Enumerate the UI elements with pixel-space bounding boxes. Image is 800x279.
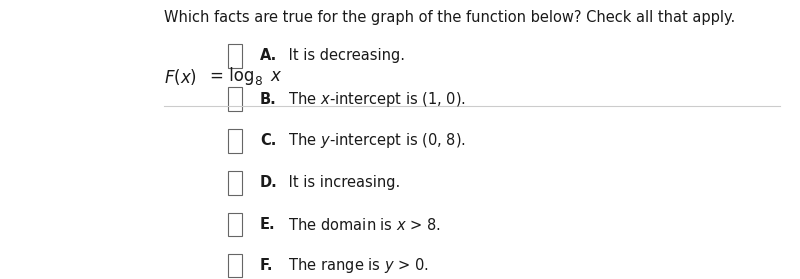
Bar [228, 171, 242, 195]
Bar [228, 87, 242, 111]
Bar [228, 213, 242, 237]
Text: C.: C. [260, 133, 276, 148]
Text: D.: D. [260, 175, 278, 190]
Text: B.: B. [260, 92, 277, 107]
Text: It is increasing.: It is increasing. [284, 175, 400, 190]
Text: It is decreasing.: It is decreasing. [284, 48, 405, 63]
Text: Which facts are true for the graph of the function below? Check all that apply.: Which facts are true for the graph of th… [164, 10, 735, 25]
Bar [228, 254, 242, 277]
Bar [228, 129, 242, 153]
Text: The range is $y$ > 0.: The range is $y$ > 0. [284, 256, 429, 275]
Text: A.: A. [260, 48, 278, 63]
Text: The $x$-intercept is (1, 0).: The $x$-intercept is (1, 0). [284, 90, 466, 109]
Text: E.: E. [260, 217, 276, 232]
Text: $F(x)$: $F(x)$ [164, 67, 197, 87]
Text: The $y$-intercept is (0, 8).: The $y$-intercept is (0, 8). [284, 131, 466, 150]
Text: $x$: $x$ [265, 67, 282, 85]
Text: 8: 8 [254, 75, 262, 88]
Text: The domain is $x$ > 8.: The domain is $x$ > 8. [284, 217, 441, 233]
Text: F.: F. [260, 258, 274, 273]
Text: = log: = log [210, 67, 254, 85]
Bar [228, 44, 242, 68]
